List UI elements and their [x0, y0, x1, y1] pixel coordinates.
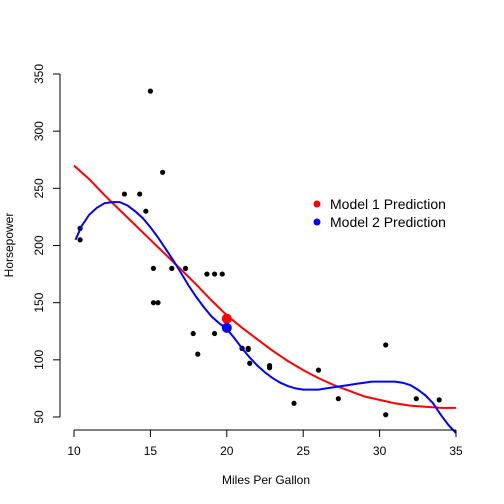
data-point	[195, 351, 201, 357]
prediction-point-model-1	[221, 313, 232, 324]
x-axis-label: Miles Per Gallon	[222, 473, 310, 487]
axes: 10 15 20 25 30 35 50 100 150 200 250 300 350	[32, 64, 463, 458]
x-tick-label: 20	[220, 444, 234, 458]
y-tick-label: 150	[32, 292, 46, 312]
x-tick-label: 30	[373, 444, 387, 458]
y-tick-label: 100	[32, 350, 46, 370]
scatter-points	[77, 88, 442, 418]
x-tick-label: 25	[297, 444, 311, 458]
data-point	[335, 396, 341, 402]
data-point	[150, 265, 157, 271]
data-point	[245, 346, 251, 353]
data-point	[137, 191, 143, 197]
legend: Model 1 Prediction Model 2 Prediction	[313, 196, 446, 230]
data-point	[160, 169, 166, 175]
data-point	[315, 367, 322, 373]
prediction-point-model-2	[221, 322, 232, 333]
x-tick-label: 15	[144, 444, 158, 458]
data-point	[77, 237, 83, 243]
data-point	[219, 271, 225, 277]
data-point	[266, 362, 273, 369]
data-point	[291, 400, 297, 406]
prediction-markers	[221, 313, 232, 333]
data-point	[169, 265, 175, 271]
legend-marker-model-1	[313, 200, 321, 208]
series-line-model-1	[73, 164, 456, 409]
y-tick-label: 200	[32, 235, 46, 255]
data-point	[211, 271, 218, 277]
fit-lines	[73, 164, 457, 434]
y-tick-label: 350	[32, 64, 46, 84]
legend-label-model-1: Model 1 Prediction	[330, 196, 446, 212]
data-point	[182, 265, 189, 271]
data-point	[413, 396, 419, 402]
data-point	[247, 360, 253, 366]
legend-marker-model-2	[313, 218, 321, 226]
y-tick-label: 300	[32, 121, 46, 141]
data-point	[121, 191, 128, 197]
data-point	[204, 271, 210, 277]
data-point	[383, 412, 389, 418]
data-point	[211, 330, 218, 337]
y-tick-label: 50	[32, 410, 46, 424]
x-tick-label: 35	[449, 444, 463, 458]
data-point	[436, 397, 442, 403]
data-point	[190, 330, 196, 337]
data-point	[143, 208, 149, 214]
series-line-model-2	[74, 201, 457, 434]
data-point	[155, 300, 161, 306]
data-point	[383, 342, 389, 348]
y-tick-label: 250	[32, 178, 46, 198]
data-point	[150, 300, 157, 306]
legend-label-model-2: Model 2 Prediction	[330, 214, 446, 230]
y-axis-label: Horsepower	[2, 213, 16, 278]
data-point	[147, 88, 153, 94]
x-tick-label: 10	[67, 444, 81, 458]
